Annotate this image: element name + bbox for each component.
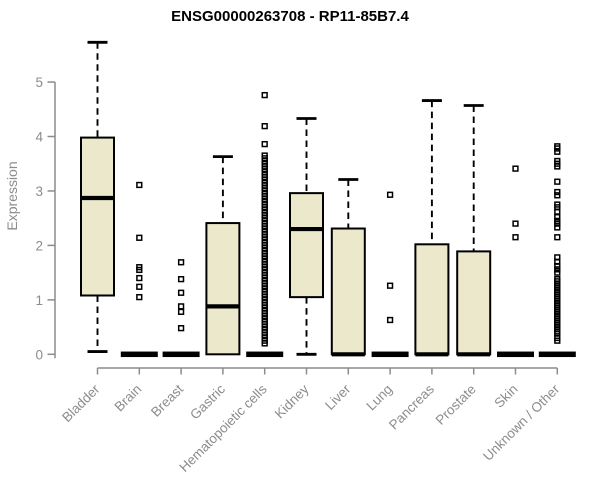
box-group-unknown-other (538, 143, 576, 358)
outlier-point (554, 208, 561, 215)
x-tick-label-gastric: Gastric (187, 381, 228, 422)
plot-area (80, 40, 576, 358)
outlier-point (554, 269, 561, 276)
box-group-brain (120, 181, 158, 358)
x-tick-label-lung: Lung (363, 382, 395, 414)
box-group-lung (371, 191, 409, 358)
outlier-point (554, 224, 561, 231)
chart-title: ENSG00000263708 - RP11-85B7.4 (171, 8, 409, 25)
outlier-point (177, 308, 185, 315)
outlier-point (554, 266, 561, 273)
zero-bar (246, 351, 284, 358)
box-rect (289, 192, 324, 299)
outlier-point (177, 289, 185, 296)
x-tick-label-bladder: Bladder (59, 381, 103, 425)
outlier-point (136, 234, 143, 241)
zero-bar (371, 351, 409, 358)
outlier-point (554, 148, 561, 155)
box-group-bladder (80, 40, 115, 353)
box-group-prostate (456, 104, 492, 357)
outlier-point (386, 191, 394, 198)
box-group-kidney (289, 117, 324, 356)
x-tick-label-brain: Brain (112, 382, 145, 415)
outlier-point (554, 213, 561, 221)
y-tick-label: 2 (35, 238, 43, 253)
outlier-point (136, 266, 143, 274)
y-tick-label: 0 (35, 347, 43, 362)
zero-bar (538, 351, 576, 358)
outlier-point (261, 123, 268, 130)
y-axis-label: Expression (4, 161, 20, 230)
outlier-point (512, 165, 519, 172)
y-tick-label: 3 (35, 184, 43, 199)
box-rect (414, 243, 450, 356)
outlier-point (554, 188, 561, 196)
y-axis: 0 1 2 3 4 5 (35, 75, 56, 362)
outlier-point (386, 282, 394, 289)
outlier-point (554, 234, 561, 241)
box-group-hematopoietic-cells (246, 91, 284, 358)
outlier-point (554, 145, 561, 152)
x-tick-label-skin: Skin (491, 382, 520, 411)
y-tick-label: 4 (35, 130, 43, 145)
outlier-point (261, 91, 268, 99)
outlier-point (261, 340, 268, 347)
outlier-point (136, 274, 143, 282)
zero-bar (120, 351, 158, 358)
zero-bar (162, 351, 200, 358)
box-group-skin (497, 165, 534, 358)
outlier-point (386, 316, 394, 324)
outlier-point (136, 293, 143, 301)
outlier-point (554, 192, 561, 199)
zero-bar (497, 351, 534, 358)
box-group-liver (330, 178, 366, 357)
box-group-pancreas (414, 99, 450, 357)
box-group-breast (162, 259, 200, 358)
outlier-point (136, 283, 143, 290)
outlier-point (177, 325, 185, 332)
x-tick-label-liver: Liver (322, 381, 354, 413)
outlier-point (554, 163, 561, 170)
box-rect (80, 136, 115, 297)
outlier-point (261, 140, 268, 148)
x-tick-label-unknown-other: Unknown / Other (480, 381, 563, 464)
box-rect (330, 227, 366, 356)
box-rect (456, 250, 492, 356)
x-tick-label-breast: Breast (148, 381, 186, 419)
outlier-point (177, 259, 185, 266)
outlier-point (512, 220, 519, 227)
outlier-point (554, 262, 561, 270)
outlier-point (177, 276, 185, 283)
box-rect (205, 222, 241, 356)
outlier-point (554, 337, 561, 344)
outlier-point (177, 303, 185, 310)
outlier-point (512, 234, 519, 241)
x-tick-label-kidney: Kidney (272, 381, 312, 421)
box-group-gastric (205, 155, 241, 356)
outlier-point (136, 181, 143, 189)
outlier-point (554, 220, 561, 227)
x-tick-label-pancreas: Pancreas (386, 381, 437, 432)
x-tick-label-prostate: Prostate (433, 382, 479, 428)
y-tick-label: 5 (35, 75, 43, 90)
outlier-point (554, 178, 561, 185)
y-tick-label: 1 (35, 293, 43, 308)
